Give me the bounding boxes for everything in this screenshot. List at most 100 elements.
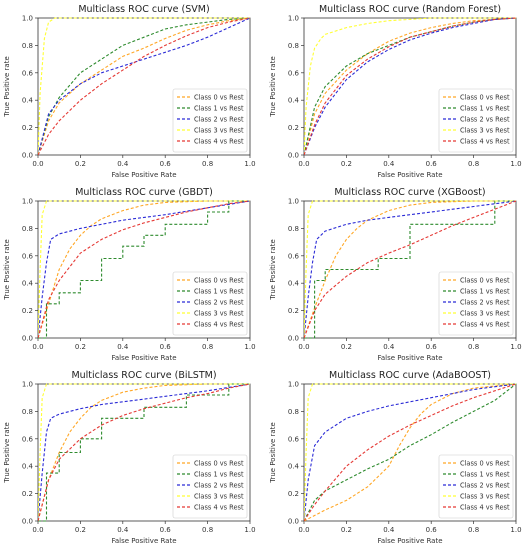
legend-entry: Class 3 vs Rest [194,493,244,501]
x-tick-label: 0.2 [75,526,86,534]
x-tick-label: 0.0 [298,160,309,168]
legend-box [438,88,514,153]
series-group [304,383,516,522]
series-group [304,200,516,339]
legend-entry: Class 0 vs Rest [460,277,510,285]
x-tick-label: 1.0 [510,343,521,351]
x-tick-label: 0.0 [32,160,43,168]
chart-title: Multiclass ROC curve (XGBoost) [334,187,485,198]
chart-title: Multiclass ROC curve (Random Forest) [319,4,501,15]
legend-entry: Class 1 vs Rest [194,288,244,296]
series-line-class-0 [304,17,516,156]
y-tick-label: 1.0 [288,198,299,206]
legend-box [172,454,248,519]
y-tick-label: 0.6 [288,435,300,443]
legend-box [172,271,248,336]
y-tick-label: 0.6 [22,435,34,443]
series-line-class-4 [38,17,250,156]
y-tick-label: 1.0 [22,381,33,389]
series-line-class-4 [38,383,250,522]
legend-entry: Class 1 vs Rest [460,471,510,479]
series-line-class-3 [38,383,250,522]
y-tick-label: 0.4 [288,463,300,471]
legend-box [438,454,514,519]
series-line-class-2 [304,200,516,339]
y-tick-label: 1.0 [22,198,33,206]
x-axis-label: False Positive Rate [111,171,176,179]
y-tick-label: 0.8 [22,42,33,50]
legend-entry: Class 1 vs Rest [194,105,244,113]
y-tick-label: 0.0 [288,518,299,526]
series-line-class-0 [304,383,516,522]
legend-entry: Class 2 vs Rest [460,116,510,124]
series-line-class-1 [38,200,250,339]
legend-entry: Class 2 vs Rest [194,299,244,307]
series-line-class-0 [304,200,516,339]
series-line-class-1 [38,383,250,522]
y-tick-label: 0.6 [22,69,34,77]
x-tick-label: 0.6 [160,343,172,351]
y-tick-label: 0.0 [22,518,33,526]
y-axis-label: True Positive rate [3,422,11,484]
series-line-class-2 [38,200,250,339]
roc-chart-2: Multiclass ROC curve (GBDT) 0.0 0.2 0.4 0.6 0… [3,187,256,362]
legend-entry: Class 1 vs Rest [460,288,510,296]
y-tick-label: 0.2 [22,124,33,132]
y-tick-label: 0.4 [22,280,34,288]
y-tick-label: 0.0 [288,152,299,160]
legend-entry: Class 4 vs Rest [194,138,244,146]
y-tick-label: 0.6 [288,69,300,77]
x-tick-label: 0.4 [383,526,395,534]
y-tick-label: 1.0 [288,15,299,23]
x-tick-label: 0.0 [32,343,43,351]
y-axis-label: True Positive rate [3,239,11,301]
x-axis-label: False Positive Rate [377,171,442,179]
x-tick-label: 0.6 [160,526,172,534]
series-line-class-3 [304,383,516,522]
x-axis-label: False Positive Rate [111,354,176,362]
series-line-class-3 [304,200,516,339]
series-line-class-1 [304,383,516,522]
x-tick-label: 0.6 [426,526,438,534]
series-line-class-2 [38,383,250,522]
series-line-class-4 [304,17,516,156]
x-tick-label: 0.2 [75,160,86,168]
legend-entry: Class 2 vs Rest [460,299,510,307]
x-tick-label: 0.8 [468,160,479,168]
legend-entry: Class 2 vs Rest [194,482,244,490]
x-tick-label: 1.0 [510,160,521,168]
series-line-class-1 [38,17,250,156]
x-tick-label: 0.8 [202,160,213,168]
x-tick-label: 0.2 [341,160,352,168]
legend-entry: Class 4 vs Rest [460,504,510,512]
x-tick-label: 0.4 [117,160,129,168]
legend-entry: Class 4 vs Rest [194,321,244,329]
series-line-class-3 [38,200,250,339]
y-tick-label: 0.4 [288,280,300,288]
x-tick-label: 0.2 [75,343,86,351]
y-axis-label: True Positive rate [269,422,277,484]
series-line-class-2 [304,17,516,156]
x-tick-label: 0.6 [160,160,172,168]
legend-entry: Class 0 vs Rest [194,277,244,285]
x-tick-label: 0.4 [383,343,395,351]
roc-chart-4: Multiclass ROC curve (BiLSTM) 0.0 0.2 0.4 0.… [3,370,256,545]
legend-entry: Class 4 vs Rest [460,138,510,146]
legend-box [172,88,248,153]
series-group [38,383,250,522]
series-line-class-4 [304,200,516,339]
x-tick-label: 1.0 [244,160,255,168]
y-tick-label: 1.0 [22,15,33,23]
legend-entry: Class 0 vs Rest [460,94,510,102]
x-axis-label: False Positive Rate [111,537,176,545]
y-axis-label: True Positive rate [269,239,277,301]
plot-frame [303,17,517,156]
y-tick-label: 0.0 [288,335,299,343]
series-line-class-2 [38,17,250,156]
y-tick-label: 0.8 [288,408,299,416]
legend-entry: Class 3 vs Rest [460,127,510,135]
chart-title: Multiclass ROC curve (AdaBOOST) [329,370,491,381]
series-line-class-3 [38,17,250,156]
legend-entry: Class 3 vs Rest [460,493,510,501]
